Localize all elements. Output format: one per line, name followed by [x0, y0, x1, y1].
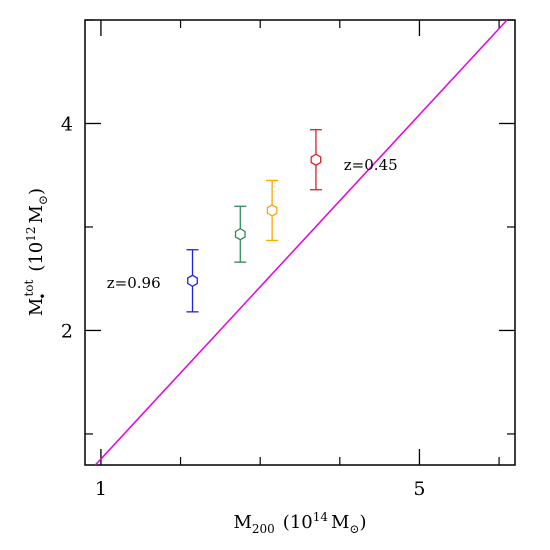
data-point: [186, 249, 199, 313]
x-axis-label: M200 (1014 M⊙): [233, 510, 366, 536]
data-point: [266, 179, 279, 242]
y-tick-label: 4: [61, 113, 73, 135]
data-point: [234, 205, 247, 263]
data-point: [309, 129, 322, 191]
x-tick-label: 5: [413, 478, 425, 500]
annotation-label: z=0.45: [344, 156, 398, 174]
y-tick-label: 2: [61, 320, 73, 342]
tick-labels: 1 524: [61, 113, 426, 500]
annotations: z=0.96 z=0.45: [107, 156, 398, 292]
axis-ticks: [85, 19, 515, 465]
point-marker: [310, 153, 322, 166]
data-points: [186, 129, 322, 313]
point-marker: [234, 227, 246, 241]
annotation-label: z=0.96: [107, 274, 161, 292]
x-tick-label: 1: [95, 478, 107, 500]
y-axis-label: M•tot(1012M⊙): [22, 188, 50, 316]
point-marker: [266, 204, 278, 217]
fit-line: [94, 19, 508, 466]
plot-frame: [84, 19, 516, 466]
point-marker: [187, 274, 198, 288]
